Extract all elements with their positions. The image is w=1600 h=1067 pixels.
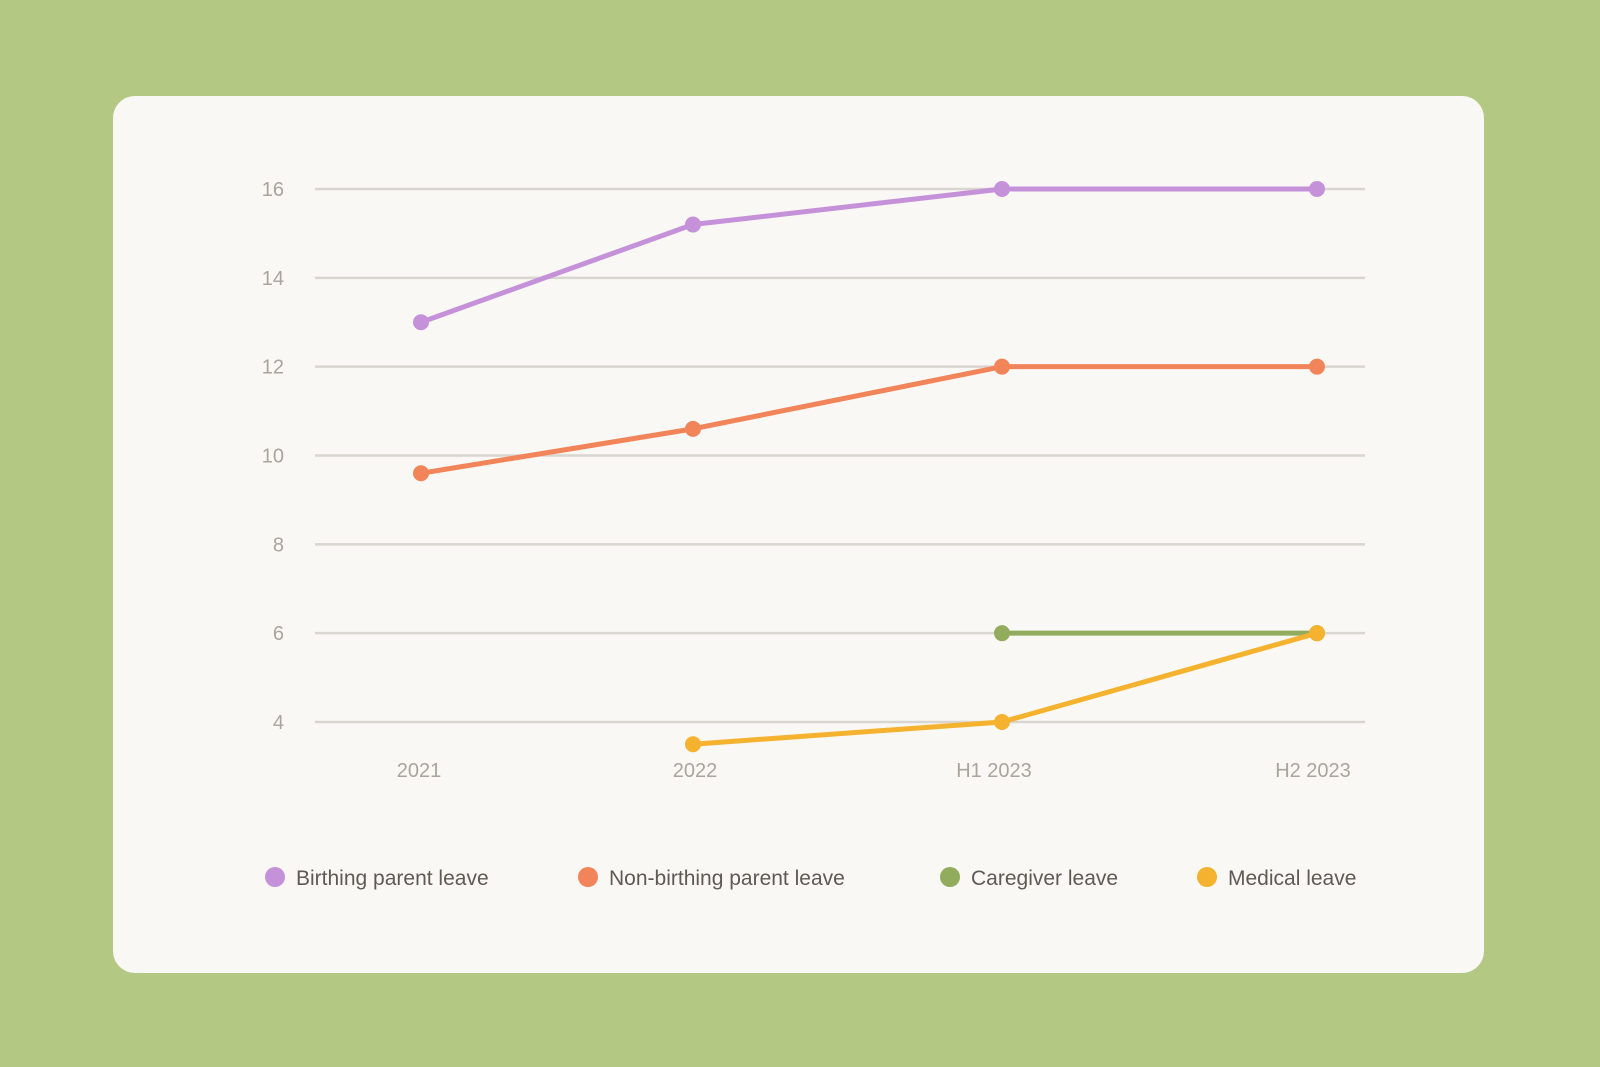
gridlines — [315, 187, 1365, 724]
x-tick-label: H2 2023 — [1275, 760, 1351, 782]
data-point[interactable] — [1309, 181, 1325, 197]
data-point[interactable] — [994, 181, 1010, 197]
series-line — [418, 364, 1320, 476]
series-birthing-parent-leave — [413, 181, 1325, 331]
data-point[interactable] — [994, 625, 1010, 642]
x-tick-label: H1 2023 — [956, 760, 1032, 782]
legend-swatch — [578, 867, 598, 887]
y-tick-label: 8 — [273, 534, 284, 556]
data-point[interactable] — [994, 358, 1010, 375]
x-axis-ticks: 2021 2022 H1 2023 H2 2023 — [397, 760, 1351, 782]
legend-item[interactable]: Caregiver leave — [940, 867, 1118, 890]
legend-label: Non-birthing parent leave — [609, 867, 845, 890]
series-lines — [413, 181, 1325, 753]
legend-swatch — [940, 867, 960, 887]
data-point[interactable] — [413, 465, 429, 482]
series-line — [418, 186, 1320, 325]
legend-item[interactable]: Birthing parent leave — [265, 867, 489, 890]
data-point[interactable] — [413, 314, 429, 331]
legend-label: Caregiver leave — [971, 867, 1118, 890]
chart-card — [113, 96, 1484, 973]
y-tick-label: 14 — [262, 268, 284, 290]
legend-label: Medical leave — [1228, 867, 1356, 890]
y-axis-ticks: 4 6 8 10 12 14 16 — [262, 179, 284, 734]
y-tick-label: 12 — [262, 357, 284, 379]
legend[interactable]: Birthing parent leave Non-birthing parent… — [265, 867, 1356, 890]
y-tick-label: 4 — [273, 712, 284, 734]
data-point[interactable] — [685, 420, 701, 437]
data-point[interactable] — [685, 216, 701, 233]
legend-swatch — [265, 867, 285, 887]
legend-label: Birthing parent leave — [296, 867, 489, 890]
series-caregiver-leave — [994, 625, 1325, 642]
y-tick-label: 16 — [262, 179, 284, 201]
data-point[interactable] — [994, 714, 1010, 730]
series-non-birthing-parent-leave — [413, 358, 1325, 482]
legend-item[interactable]: Medical leave — [1197, 867, 1356, 890]
series-medical-leave — [685, 625, 1325, 753]
x-tick-label: 2022 — [673, 760, 718, 782]
legend-item[interactable]: Non-birthing parent leave — [578, 867, 845, 890]
data-point[interactable] — [685, 736, 701, 753]
data-point[interactable] — [1309, 358, 1325, 375]
y-tick-label: 10 — [262, 446, 284, 468]
data-point[interactable] — [1309, 625, 1325, 642]
x-tick-label: 2021 — [397, 760, 442, 782]
y-tick-label: 6 — [273, 623, 284, 645]
legend-swatch — [1197, 867, 1217, 887]
